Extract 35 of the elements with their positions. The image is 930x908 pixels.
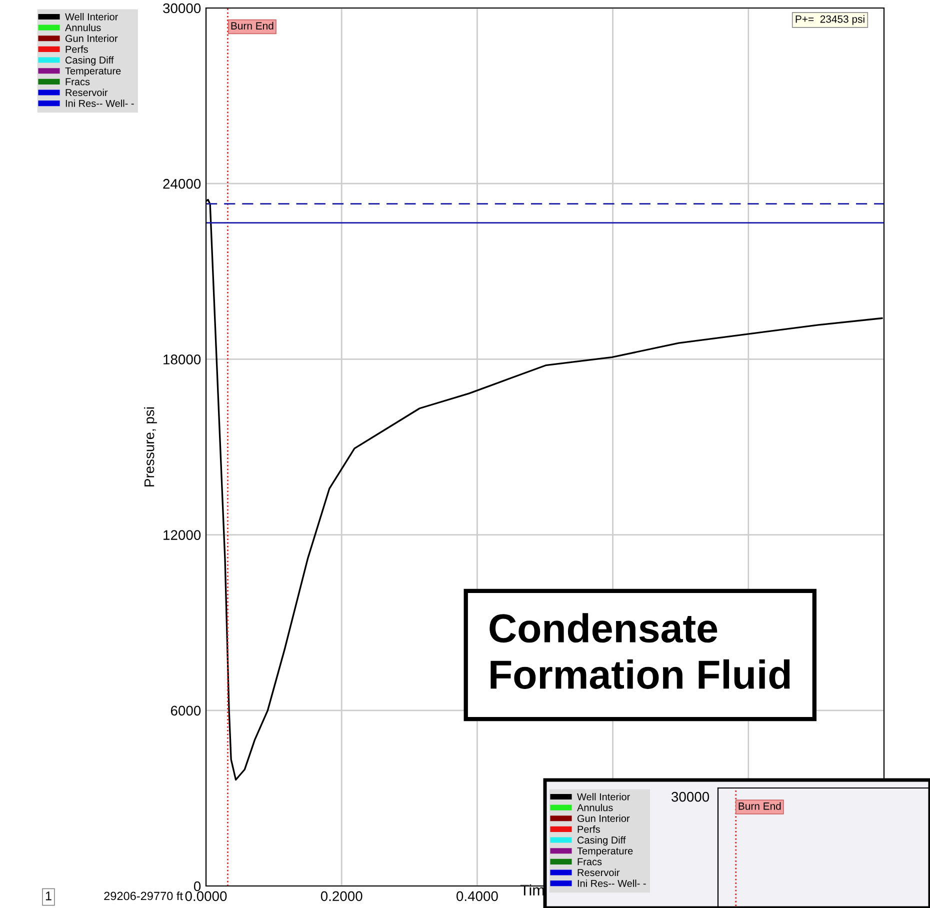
legend-label: Casing Diff [578,836,626,846]
legend-label: Reservoir [578,868,620,876]
ref-line-label: Burn End [231,22,274,30]
y-tick-label: 30000 [163,3,201,14]
y-tick-label: 24000 [163,178,201,189]
legend-label: Temperature [577,847,633,856]
annotation: P+= 23453 psi [796,15,864,25]
y-tick-label: 0 [194,881,201,892]
annotation: Burn End [738,802,781,810]
legend-label: Ini Res-- Well- - [66,100,134,107]
y-tick-label: 6000 [170,706,201,716]
legend-label: Annulus [65,24,101,32]
legend-label: Casing Diff [66,56,114,66]
legend-label: Annulus [577,804,613,812]
legend-label: Gun Interior [66,34,118,42]
legend-label: Perfs [66,45,88,53]
legend-label: Fracs [578,858,602,866]
legend-label: Fracs [66,78,90,86]
legend-label: Perfs [578,825,600,833]
text: 29206-29770 ft [104,892,183,900]
legend-label: Gun Interior [578,814,630,822]
legend-label: Well Interior [65,13,118,20]
legend-label: Reservoir [66,88,108,96]
legend-label: Temperature [65,67,121,76]
x-tick-label: 0.0000 [185,891,227,902]
text: 1 [46,892,52,900]
x-tick-label: 0.2000 [320,891,362,902]
legend-label: Well Interior [577,793,630,800]
annotation: 30000 [672,792,710,802]
y-axis-title: Pressure, psi [144,407,157,486]
legend-label: Ini Res-- Well- - [578,880,646,887]
x-tick-label: 0.4000 [456,891,498,902]
y-tick-label: 12000 [164,530,201,540]
y-tick-label: 18000 [164,354,201,364]
annotation: Condensate Formation Fluid [490,613,790,689]
